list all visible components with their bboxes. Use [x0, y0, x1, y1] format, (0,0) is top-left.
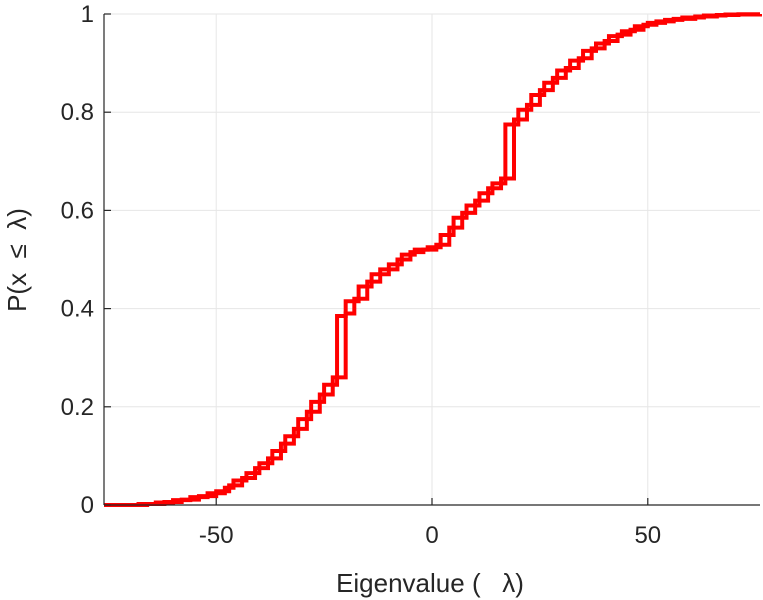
y-tick-label: 0.6: [61, 197, 94, 224]
x-tick-label: 50: [634, 522, 661, 549]
y-tick-label: 0.2: [61, 394, 94, 421]
y-tick-label: 0.4: [61, 296, 94, 323]
x-tick-label: 0: [425, 522, 438, 549]
y-axis-label: P(x ≤ λ): [2, 208, 32, 312]
cdf-step-line-2: [104, 12, 762, 507]
y-tick-label: 0.8: [61, 99, 94, 126]
x-axis-label: Eigenvalue ( λ): [336, 568, 524, 598]
axes: [103, 13, 760, 506]
x-tick-label: -50: [199, 522, 234, 549]
grid: [104, 13, 760, 506]
y-tick-label: 1: [81, 1, 94, 28]
y-tick-label: 0: [81, 492, 94, 519]
plot-area: [104, 12, 762, 507]
tick-labels: -50 0 50 0 0.2 0.4 0.6 0.8 1: [61, 1, 662, 549]
